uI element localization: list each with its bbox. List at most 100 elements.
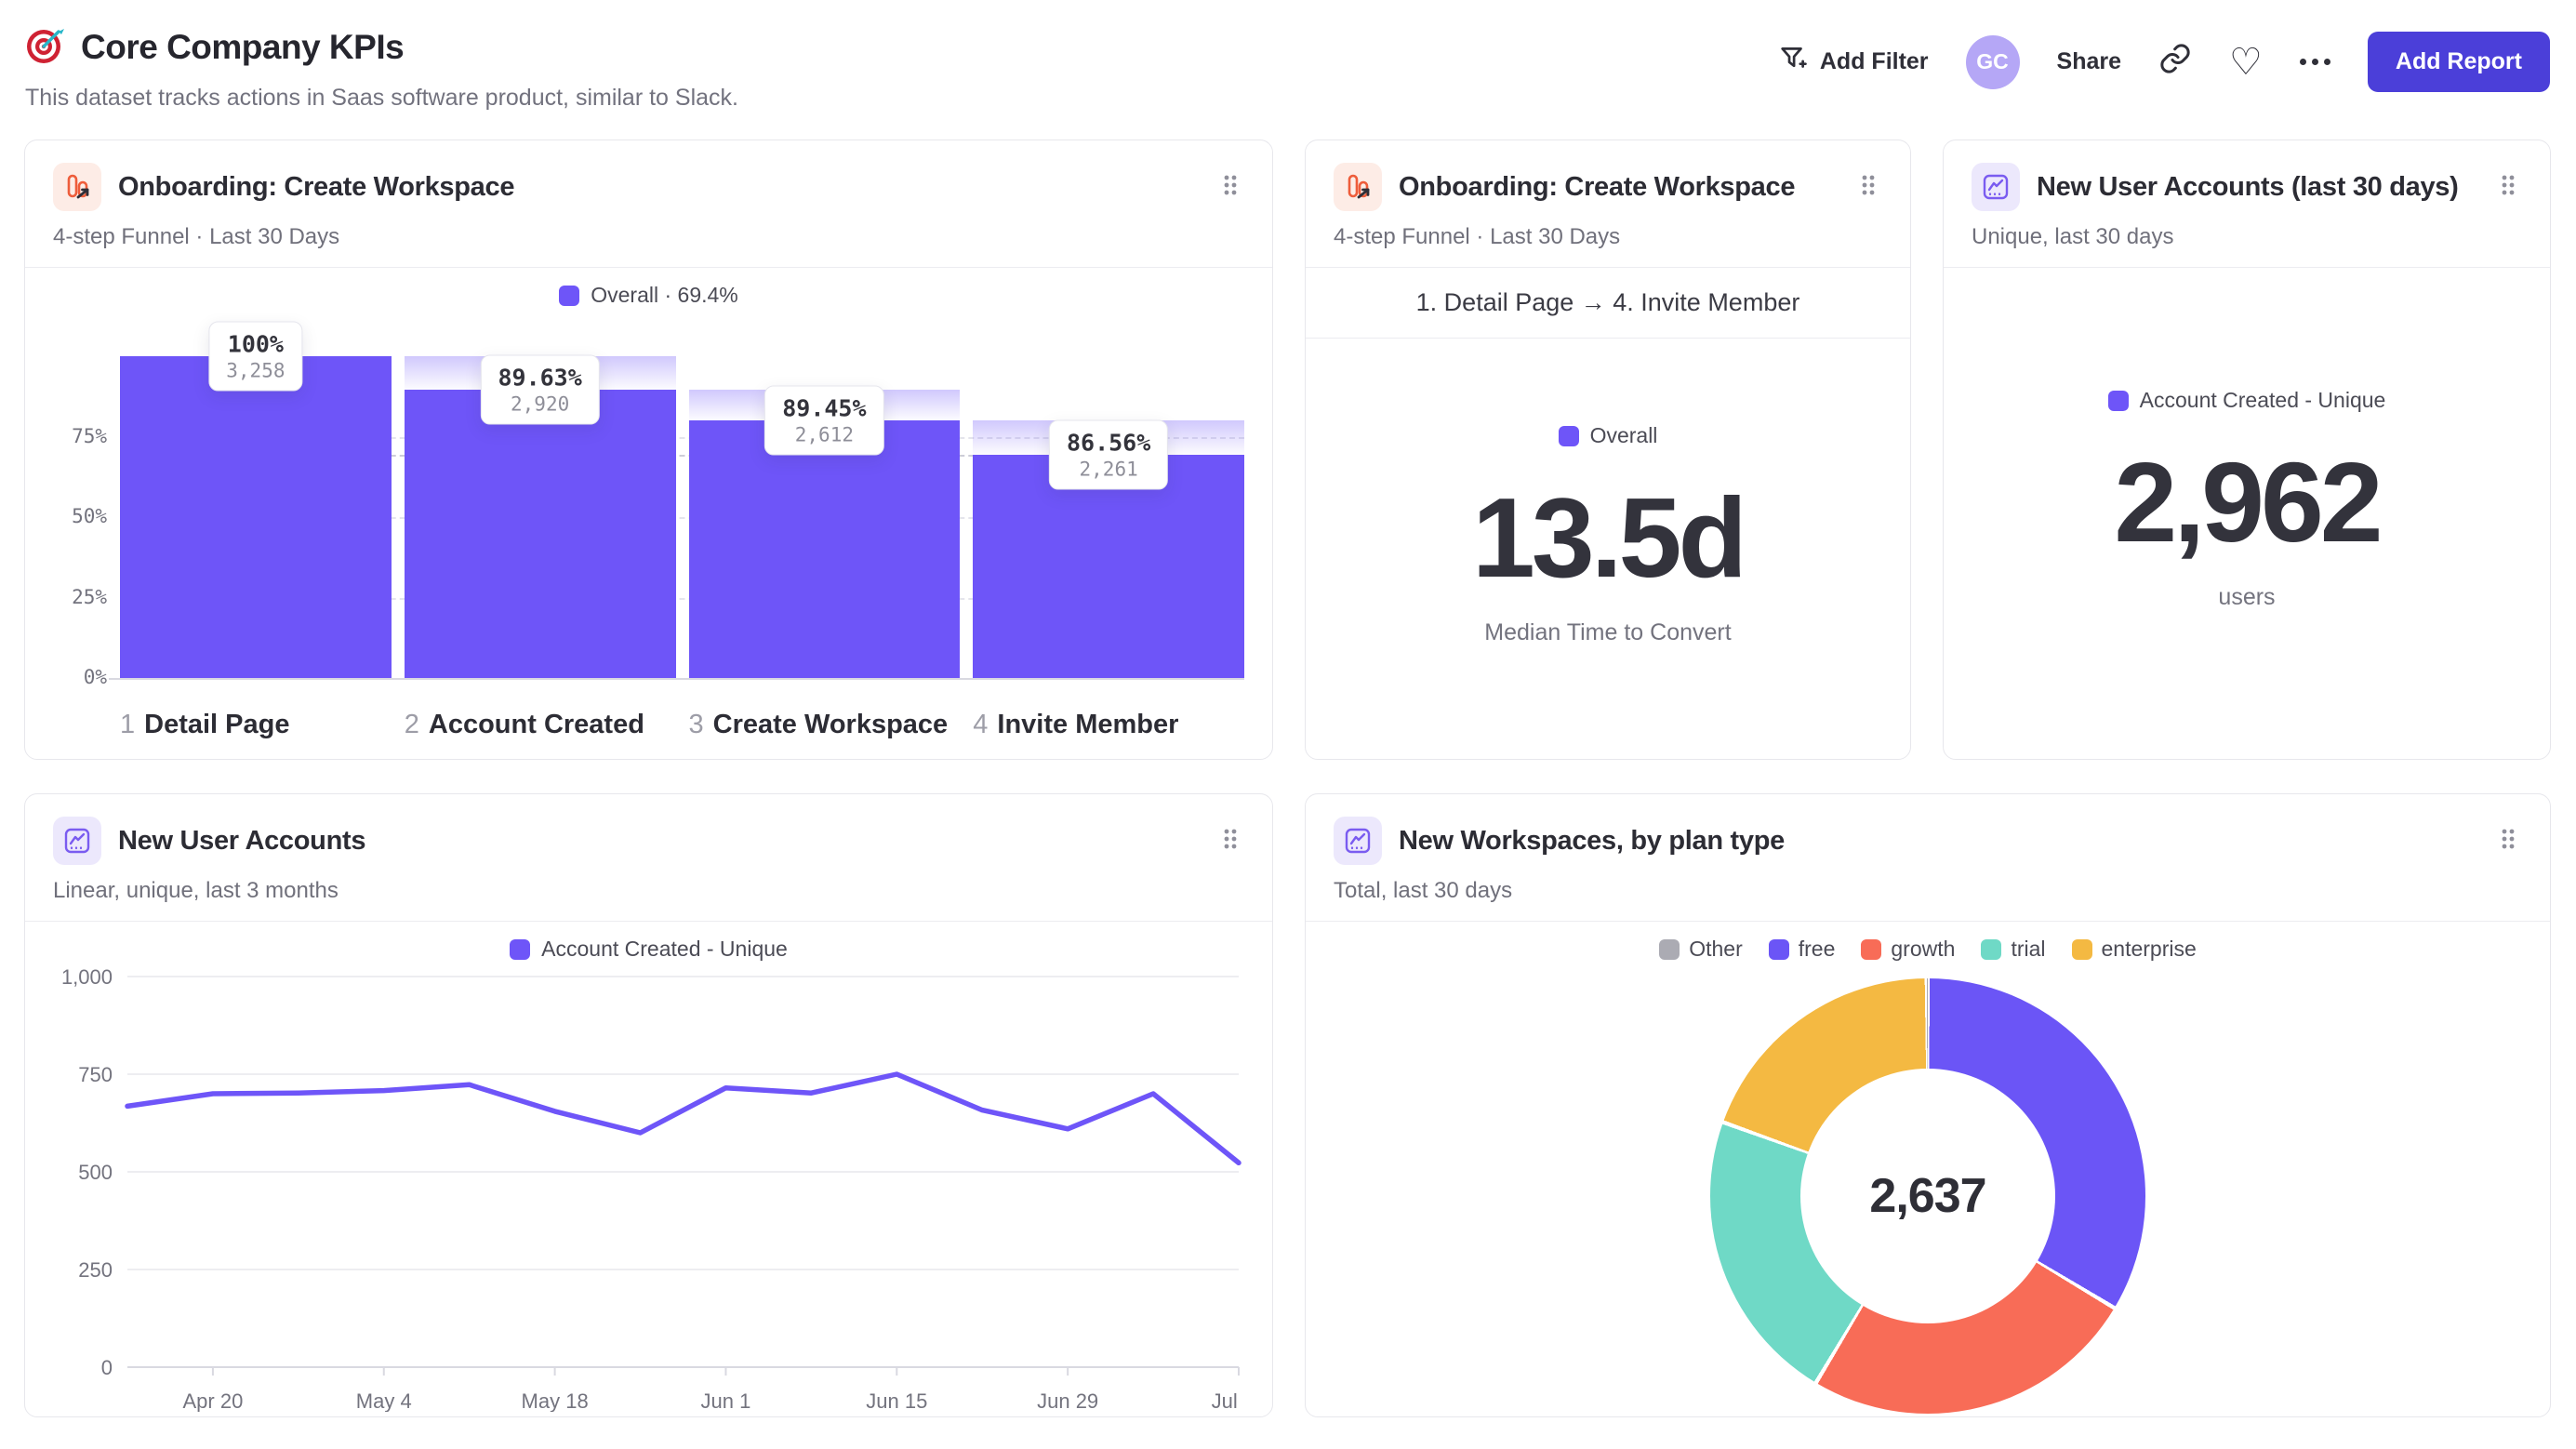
svg-text:Jun 15: Jun 15	[866, 1389, 927, 1412]
donut-hole: 2,637	[1800, 1069, 2055, 1323]
funnel-step-label: 2 Account Created	[404, 710, 644, 739]
funnel-value-tooltip: 86.56% 2,261	[1048, 419, 1169, 490]
funnel-legend[interactable]: Overall · 69.4%	[53, 283, 1244, 308]
card-subtitle: Unique, last 30 days	[1972, 224, 2174, 249]
line-chart-report-icon	[1334, 817, 1382, 865]
svg-text:750: 750	[78, 1063, 113, 1086]
page-title: Core Company KPIs	[81, 27, 405, 66]
share-button[interactable]: Share	[2056, 48, 2122, 74]
funnel-value-tooltip: 100% 3,258	[208, 321, 303, 392]
drag-handle-icon[interactable]	[1216, 168, 1244, 206]
svg-text:Jun 29: Jun 29	[1037, 1389, 1098, 1412]
card-onboarding-funnel: Onboarding: Create Workspace 4-step Funn…	[24, 140, 1273, 760]
new-accounts-caption: users	[2218, 584, 2276, 610]
divider	[1306, 921, 2550, 922]
legend-swatch	[2071, 938, 2092, 960]
legend-swatch	[1861, 938, 1882, 960]
gridline	[120, 597, 1244, 600]
y-tick-label: 75%	[72, 424, 107, 447]
svg-text:250: 250	[78, 1258, 113, 1282]
funnel-bar-2[interactable]	[404, 389, 676, 678]
card-median-time: Onboarding: Create Workspace 4-step Funn…	[1305, 140, 1911, 760]
target-icon	[25, 24, 66, 70]
add-report-button[interactable]: Add Report	[2367, 32, 2550, 92]
funnel-step-label: 3 Create Workspace	[688, 710, 949, 739]
legend-swatch	[510, 938, 531, 960]
legend-item-enterprise[interactable]: enterprise	[2071, 937, 2197, 962]
card-subtitle: 4-step Funnel · Last 30 Days	[1334, 224, 1621, 249]
card-subtitle: Total, last 30 days	[1334, 878, 1513, 903]
funnel-plot: 0% 25% 50% 75% 100% 3,258 89.63% 2,920 89.45% 2,6…	[53, 319, 1244, 691]
board-header: Core Company KPIs This dataset tracks ac…	[25, 24, 738, 112]
trend-svg: 0 250 500 750 1,000 Apr 20 May 4 May 18 Jun 1 Jun…	[61, 965, 1244, 1412]
card-title[interactable]: Onboarding: Create Workspace	[1399, 171, 1796, 202]
cards-row-2: New User Accounts Linear, unique, last 3…	[0, 793, 2576, 1417]
y-tick-label: 25%	[72, 585, 107, 608]
favorite-button[interactable]: ♡	[2229, 44, 2263, 81]
card-title[interactable]: New Workspaces, by plan type	[1399, 825, 1785, 856]
drag-handle-icon[interactable]	[2494, 822, 2522, 860]
funnel-report-icon	[1334, 163, 1382, 211]
card-new-workspaces: New Workspaces, by plan type Total, last…	[1305, 793, 2551, 1417]
drag-handle-icon[interactable]	[1216, 822, 1244, 860]
divider	[25, 921, 1272, 922]
link-icon	[2158, 42, 2192, 82]
divider	[1306, 267, 1910, 268]
card-new-user-accounts-30d: New User Accounts (last 30 days) Unique,…	[1943, 140, 2551, 760]
svg-text:0: 0	[101, 1356, 113, 1379]
divider	[1306, 338, 1910, 339]
heart-icon: ♡	[2229, 41, 2263, 83]
funnel-value-tooltip: 89.45% 2,612	[764, 385, 884, 456]
funnel-bar-3[interactable]	[688, 419, 961, 678]
copy-link-button[interactable]	[2158, 42, 2192, 82]
legend-swatch	[1768, 938, 1789, 960]
funnel-step-label: 1 Detail Page	[120, 710, 290, 739]
card-subtitle: 4-step Funnel · Last 30 Days	[53, 224, 340, 249]
svg-text:Jun 1: Jun 1	[701, 1389, 751, 1412]
funnel-report-icon	[53, 163, 101, 211]
topbar-actions: Add Filter GC Share ♡ Add Report	[1777, 32, 2550, 92]
divider	[1944, 267, 2550, 268]
gridline	[120, 436, 1244, 439]
line-chart[interactable]: 0 250 500 750 1,000 Apr 20 May 4 May 18 Jun 1 Jun…	[53, 964, 1244, 1416]
funnel-bar-1[interactable]	[120, 356, 392, 678]
overall-conversion-line	[120, 454, 1244, 457]
svg-text:Apr 20: Apr 20	[183, 1389, 244, 1412]
svg-text:500: 500	[78, 1161, 113, 1184]
card-title[interactable]: Onboarding: Create Workspace	[118, 171, 515, 202]
new-accounts-value: 2,962	[2114, 439, 2383, 565]
y-tick-label: 50%	[72, 505, 107, 527]
add-filter-button[interactable]: Add Filter	[1777, 43, 1929, 81]
accounts-legend[interactable]: Account Created - Unique	[2107, 388, 2385, 413]
page-subtitle: This dataset tracks actions in Saas soft…	[25, 85, 738, 111]
card-title[interactable]: New User Accounts (last 30 days)	[2037, 171, 2459, 202]
axis-baseline	[109, 678, 1244, 680]
donut-total: 2,637	[1869, 1169, 1986, 1223]
donut-chart[interactable]: 2,637	[1710, 978, 2145, 1414]
legend-item-growth[interactable]: growth	[1861, 937, 1955, 962]
line-chart-report-icon	[53, 817, 101, 865]
svg-text:May 4: May 4	[356, 1389, 412, 1412]
y-tick-label: 0%	[83, 666, 107, 688]
line-chart-report-icon	[1972, 163, 2020, 211]
legend-swatch	[1659, 938, 1680, 960]
svg-text:Jul 13: Jul 13	[1212, 1389, 1244, 1412]
card-subtitle: Linear, unique, last 3 months	[53, 878, 339, 903]
avatar[interactable]: GC	[1965, 34, 2020, 89]
legend-item-free[interactable]: free	[1768, 937, 1835, 962]
drag-handle-icon[interactable]	[2494, 168, 2522, 206]
funnel-bar-4[interactable]	[973, 454, 1244, 678]
legend-item-trial[interactable]: trial	[1981, 937, 2046, 962]
trend-legend[interactable]: Account Created - Unique	[53, 937, 1244, 962]
more-options-button[interactable]	[2299, 59, 2330, 65]
median-legend[interactable]: Overall	[1558, 423, 1657, 448]
card-title[interactable]: New User Accounts	[118, 825, 366, 856]
legend-swatch	[2107, 390, 2129, 411]
legend-item-other[interactable]: Other	[1659, 937, 1743, 962]
cards-row-1: Onboarding: Create Workspace 4-step Funn…	[0, 140, 2576, 760]
drag-handle-icon[interactable]	[1854, 168, 1882, 206]
donut-legend: Other free growth trial enterprise	[1659, 937, 2197, 962]
median-time-value: 13.5d	[1472, 474, 1747, 601]
divider	[25, 267, 1272, 268]
